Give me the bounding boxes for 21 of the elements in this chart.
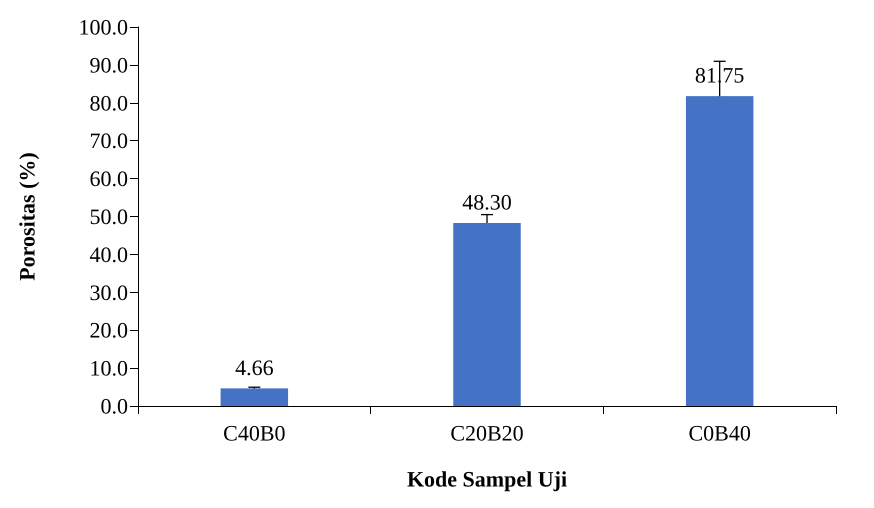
bar <box>686 96 754 406</box>
y-tick-label: 0.0 <box>100 394 128 418</box>
y-axis-title: Porositas (%) <box>14 152 40 281</box>
y-tick-label: 80.0 <box>90 90 128 116</box>
y-tick-label: 50.0 <box>90 204 128 229</box>
y-tick-label: 60.0 <box>90 166 128 192</box>
bar <box>453 222 521 406</box>
y-tick-label: 40.0 <box>90 242 128 267</box>
y-tick-label: 20.0 <box>90 318 128 343</box>
data-label: 4.66 <box>235 354 274 380</box>
x-tick-label: C40B0 <box>223 420 286 446</box>
y-tick-label: 100.0 <box>78 14 128 40</box>
x-axis-title: Kode Sampel Uji <box>406 466 568 492</box>
data-label: 48.30 <box>462 189 512 214</box>
x-tick-label: C20B20 <box>450 420 524 446</box>
y-tick-label: 30.0 <box>90 280 128 305</box>
bar <box>220 388 288 406</box>
x-tick-label: C0B40 <box>688 420 751 446</box>
y-tick-label: 70.0 <box>90 128 128 154</box>
y-tick-label: 10.0 <box>90 356 128 381</box>
y-tick-label: 90.0 <box>90 52 128 78</box>
